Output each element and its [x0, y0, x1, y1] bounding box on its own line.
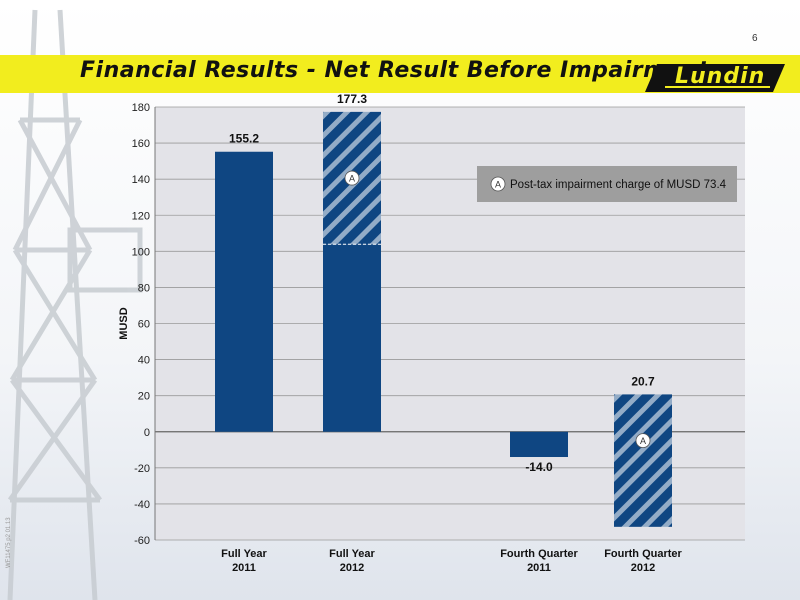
x-tick-label: 2012: [631, 562, 655, 574]
bar: [323, 244, 381, 432]
marker-circle: [635, 433, 651, 449]
y-tick-label: 20: [138, 391, 150, 403]
y-tick-label: -40: [134, 499, 150, 511]
derrick-illustration: [7, 9, 143, 600]
y-axis-label: MUSD: [118, 307, 130, 339]
y-tick-label: 80: [138, 282, 150, 294]
bar-marker-label: A: [349, 174, 355, 184]
bar: [510, 431, 568, 458]
data-label: 20.7: [631, 374, 655, 388]
slide-number: 6: [752, 33, 758, 44]
x-tick-label: 2012: [340, 562, 364, 574]
y-tick-label: -20: [134, 463, 150, 475]
x-tick-label: 2011: [232, 562, 256, 574]
data-label: 177.3: [337, 92, 367, 106]
data-label: 155.2: [229, 132, 259, 146]
x-tick-label: Full Year: [221, 548, 267, 560]
y-tick-label: 120: [132, 210, 150, 222]
data-label: -14.0: [525, 460, 553, 474]
x-tick-label: Fourth Quarter: [500, 548, 578, 560]
legend-marker-label: A: [495, 180, 501, 190]
logo-wordmark: Lundin: [675, 64, 766, 89]
bar-marker-label: A: [640, 436, 646, 446]
y-tick-label: 140: [132, 174, 150, 186]
reference-code: WF11475 p2 01.13: [6, 517, 12, 568]
y-tick-label: -60: [134, 535, 150, 547]
y-tick-label: 60: [138, 319, 150, 331]
legend-text: Post-tax impairment charge of MUSD 73.4: [510, 179, 727, 191]
bar: [215, 151, 273, 432]
x-tick-label: 2011: [527, 562, 551, 574]
y-tick-label: 40: [138, 355, 150, 367]
slide-title: Financial Results - Net Result Before Im…: [80, 58, 710, 83]
legend-marker-circle: [490, 176, 506, 192]
y-tick-label: 0: [144, 427, 150, 439]
x-tick-label: Fourth Quarter: [604, 548, 682, 560]
x-tick-label: Full Year: [329, 548, 375, 560]
lundin-logo: [645, 64, 785, 92]
y-tick-label: 100: [132, 246, 150, 258]
y-tick-label: 160: [132, 138, 150, 150]
legend-box: [477, 166, 737, 202]
bar-hatched-segment: [614, 394, 672, 527]
y-tick-label: 180: [132, 102, 150, 114]
marker-circle: [344, 170, 360, 186]
